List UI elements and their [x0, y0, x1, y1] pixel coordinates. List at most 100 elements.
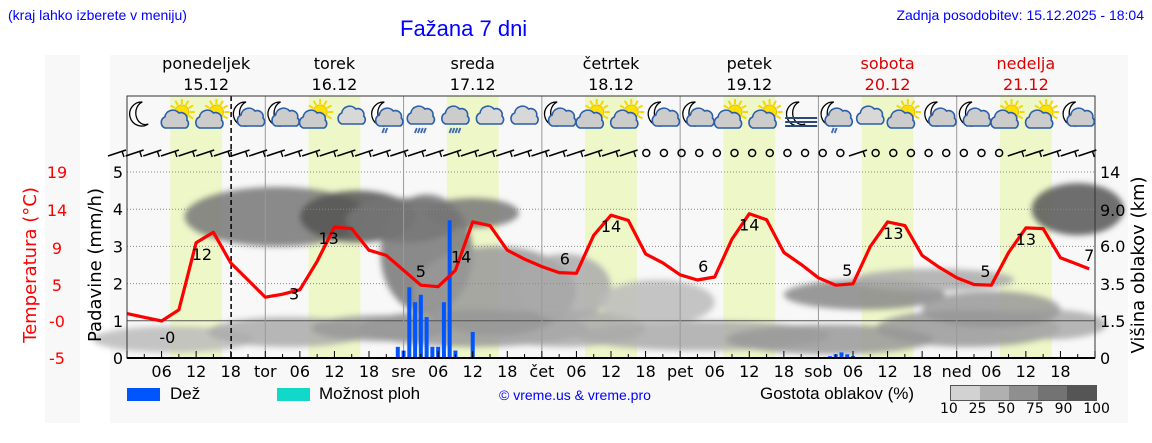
temp-label: 5 — [842, 261, 852, 280]
temp-label: 13 — [1016, 230, 1036, 249]
cloud-height-tick: 14 — [1100, 163, 1120, 182]
precip-tick: 1 — [113, 312, 123, 331]
temp-label: 14 — [451, 247, 471, 266]
wind-barbs-row — [107, 148, 1097, 158]
day-short: sre — [391, 362, 415, 381]
moon-cloud-icon — [267, 101, 300, 127]
day-name: nedelja — [997, 54, 1056, 73]
temp-label: 6 — [698, 257, 708, 276]
showers-legend-swatch — [277, 388, 310, 401]
hour-tick: 18 — [912, 362, 932, 381]
cloud-height-tick: 6.0 — [1100, 237, 1125, 256]
sun-cloud-icon — [195, 99, 230, 129]
day-name: četrtek — [583, 54, 641, 73]
hour-tick: 18 — [221, 362, 241, 381]
sun-cloud-icon — [748, 99, 783, 129]
temp-label: 5 — [416, 262, 426, 281]
cloud-icon — [337, 105, 367, 125]
sun-cloud-icon — [990, 99, 1025, 129]
precip-tick: 3 — [113, 237, 123, 256]
temperature-axis-title: Temperatura (°C) — [20, 187, 41, 344]
rain-bar — [424, 317, 429, 358]
location-hint-link[interactable]: (kraj lahko izberete v meniju) — [8, 7, 187, 23]
sun-cloud-icon — [886, 99, 921, 129]
rain-bar — [418, 294, 423, 358]
day-short: čet — [529, 362, 554, 381]
hour-tick: 18 — [359, 362, 379, 381]
day-date: 15.12 — [183, 75, 229, 94]
cloud-height-axis-title: Višina oblakov (km) — [1128, 176, 1149, 353]
hour-tick: 12 — [601, 362, 621, 381]
moon-clear-icon — [129, 101, 149, 127]
day-date: 16.12 — [312, 75, 358, 94]
rain-bar — [407, 287, 412, 358]
moon-cloud-icon — [1062, 101, 1096, 127]
temp-tick: 9 — [52, 239, 62, 258]
temperature-line — [126, 212, 1090, 323]
temp-tick: -0 — [49, 312, 65, 331]
rain-bar — [395, 346, 400, 358]
temp-label: 7 — [1084, 246, 1094, 265]
hour-tick: 12 — [463, 362, 483, 381]
temp-label: 6 — [560, 250, 570, 269]
temp-label: 14 — [601, 217, 621, 236]
temp-label: -0 — [159, 328, 175, 347]
cloud-height-tick: 0 — [1100, 349, 1110, 368]
day-short: pet — [667, 362, 693, 381]
page-title: Fažana 7 dni — [400, 16, 528, 41]
day-name: ponedeljek — [162, 54, 251, 73]
precip-tick: 2 — [113, 275, 123, 294]
temp-tick: 19 — [47, 163, 67, 182]
temp-label: 13 — [318, 229, 338, 248]
temp-tick: 14 — [47, 201, 67, 220]
precip-tick: 5 — [113, 163, 123, 182]
rain-legend-label: Dež — [170, 384, 201, 403]
hour-tick: 06 — [151, 362, 171, 381]
temp-axis-panel — [45, 55, 80, 423]
temp-label: 5 — [980, 262, 990, 281]
cloud-height-tick: 3.5 — [1100, 275, 1125, 294]
rain-bar — [441, 302, 446, 358]
hour-tick: 12 — [877, 362, 897, 381]
day-name: torek — [314, 54, 356, 73]
hour-tick: 06 — [981, 362, 1001, 381]
day-short: sob — [804, 362, 832, 381]
sun-cloud-icon — [160, 99, 195, 129]
day-date: 17.12 — [450, 75, 496, 94]
precip-tick: 4 — [113, 200, 123, 219]
temp-label: 14 — [739, 216, 759, 235]
day-date: 19.12 — [726, 75, 772, 94]
moon-cloud-rain-icon — [820, 101, 854, 134]
moon-cloud-icon — [924, 101, 957, 127]
sun-cloud-icon — [575, 99, 610, 129]
cloud-icon — [475, 105, 505, 125]
moon-cloud-icon — [232, 101, 266, 127]
last-updated: Zadnja posodobitev: 15.12.2025 - 18:04 — [896, 7, 1144, 23]
cloud-density-label: Gostota oblakov (%) — [760, 384, 915, 403]
day-date: 18.12 — [588, 75, 634, 94]
sun-cloud-small-icon — [609, 99, 645, 129]
cloud-height-tick: 1.5 — [1100, 312, 1125, 331]
rain-legend-swatch — [127, 388, 160, 401]
hour-tick: 06 — [428, 362, 448, 381]
moon-cloud-icon — [682, 101, 715, 127]
cloud-rain-icon — [441, 105, 470, 134]
temp-label: 12 — [192, 245, 212, 264]
hour-tick: 18 — [497, 362, 517, 381]
temp-label: 13 — [883, 224, 903, 243]
cloud-icon — [510, 105, 539, 125]
day-short: tor — [254, 362, 277, 381]
hour-tick: 12 — [1016, 362, 1036, 381]
day-name: sreda — [451, 54, 495, 73]
copyright-link[interactable]: © vreme.us & vreme.pro — [499, 387, 651, 403]
moon-cloud-icon — [958, 101, 992, 127]
sun-cloud-icon — [713, 99, 748, 129]
temp-tick: 5 — [52, 276, 62, 295]
hour-tick: 18 — [774, 362, 794, 381]
cloud-density-scale — [950, 385, 1097, 401]
cloud-rain-icon — [406, 105, 436, 134]
sun-cloud-icon — [298, 99, 334, 129]
day-date: 21.12 — [1003, 75, 1049, 94]
temp-tick: -5 — [49, 349, 65, 368]
